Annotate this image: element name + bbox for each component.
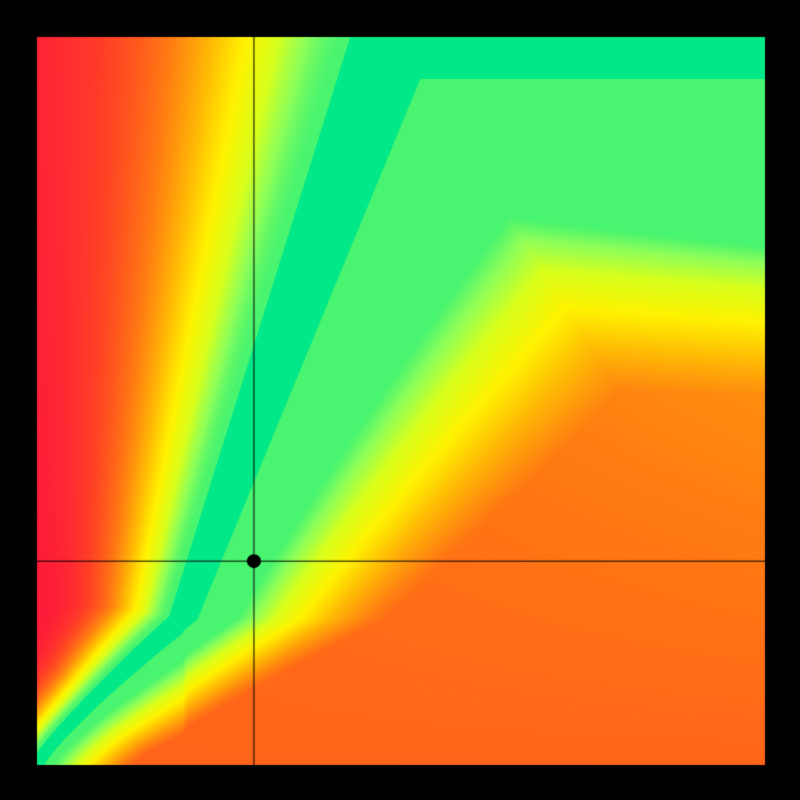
heatmap-canvas (0, 0, 800, 800)
heatmap-plot-area (0, 0, 800, 800)
